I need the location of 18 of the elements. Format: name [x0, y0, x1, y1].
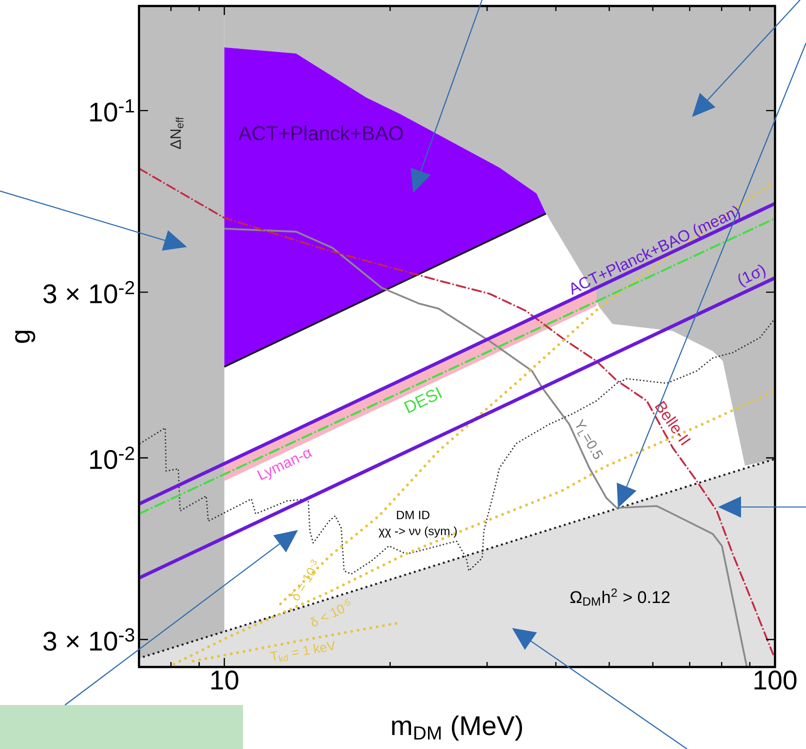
y-axis-title: g — [15, 330, 36, 343]
band-label: ΔN$_{eff}$ — [170, 117, 184, 149]
annotation: DM ID — [396, 510, 430, 520]
y-tick-label: 10$^{-2}$ — [90, 446, 134, 470]
x-tick-label: 100 — [754, 670, 796, 690]
series-label: Ω$_{DM}$h$^{2}$ > 0.12 — [570, 588, 670, 606]
text: δ < 10$^{-5}$ — [310, 598, 350, 627]
annotation: ACT+Planck+BAO — [238, 126, 403, 140]
text: δ = 10$^{-3}$ — [290, 560, 317, 600]
text: (1σ) — [738, 264, 766, 288]
x-tick-label: 10 — [211, 670, 238, 690]
annotation: χχ -> νν (sym.) — [378, 526, 457, 538]
text: T$_{kd}$ = 1 keV — [270, 640, 335, 662]
y-tick-label: 3 × 10$^{-2}$ — [43, 280, 134, 304]
text: DESI — [404, 386, 442, 414]
y-tick-label: 10$^{-1}$ — [90, 99, 134, 122]
y-tick-label: 3 × 10$^{-3}$ — [43, 628, 134, 651]
x-axis-title: m$_{DM}$ (MeV) — [392, 715, 522, 741]
